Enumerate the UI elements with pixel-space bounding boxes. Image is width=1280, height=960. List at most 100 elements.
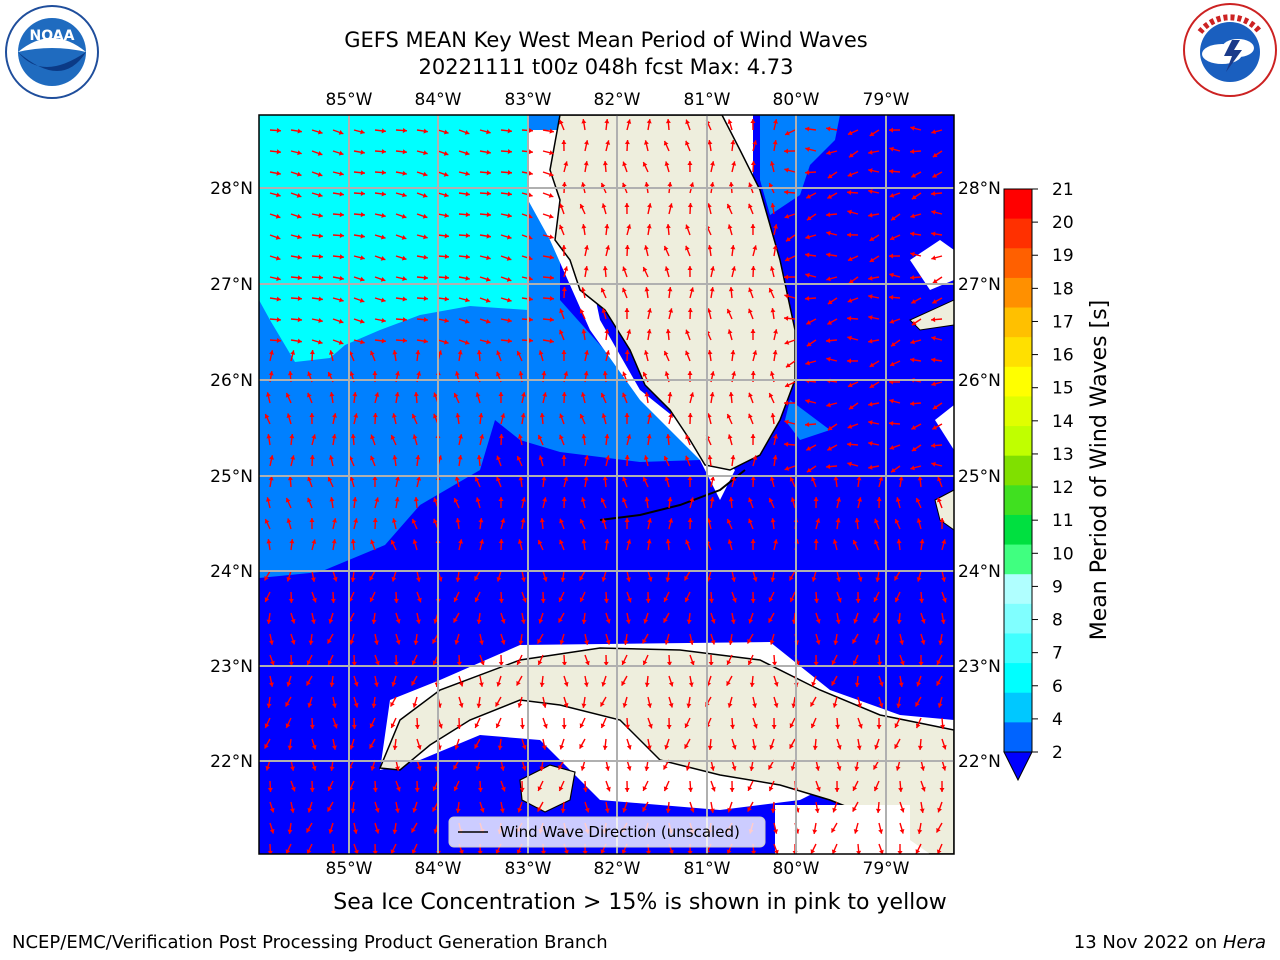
- wind-arrow: [805, 252, 817, 258]
- wind-arrow: [707, 350, 713, 362]
- wind-arrow: [751, 738, 757, 750]
- wind-arrow: [290, 150, 302, 156]
- wind-arrow: [284, 696, 292, 707]
- wind-arrow: [389, 696, 397, 707]
- wind-arrow: [353, 339, 365, 345]
- wind-arrow: [581, 434, 587, 446]
- wind-arrow: [930, 191, 943, 197]
- wind-arrow: [415, 349, 421, 362]
- wind-arrow: [805, 360, 817, 366]
- wind-arrow: [878, 696, 884, 708]
- map-legend: Wind Wave Direction (unscaled): [448, 816, 766, 848]
- wind-arrow: [500, 633, 506, 645]
- wind-arrow: [847, 255, 859, 262]
- lat-label-left: 24°N: [210, 562, 253, 582]
- wind-arrow: [826, 252, 838, 258]
- wind-arrow: [626, 329, 632, 341]
- wind-arrow: [852, 539, 859, 551]
- wind-arrow: [269, 455, 274, 467]
- wind-arrow: [709, 392, 715, 404]
- wind-arrow: [896, 539, 902, 551]
- wind-arrow: [349, 633, 355, 645]
- wind-arrow: [520, 413, 526, 425]
- wind-arrow: [542, 192, 554, 198]
- wind-arrow: [416, 254, 428, 260]
- wind-arrow: [264, 591, 271, 603]
- wind-arrow: [310, 570, 316, 582]
- wind-arrow: [848, 276, 859, 284]
- wind-arrow: [897, 843, 903, 854]
- colorbar-segment: [1004, 663, 1032, 694]
- wind-arrow: [790, 497, 796, 509]
- wind-arrow: [267, 843, 273, 854]
- wind-arrow: [563, 675, 569, 687]
- wind-arrow: [560, 570, 566, 582]
- lon-label-top: 84°W: [415, 90, 462, 110]
- wind-arrow: [941, 539, 947, 551]
- wind-arrow: [579, 738, 586, 749]
- wind-arrow: [731, 570, 736, 582]
- wind-arrow: [311, 591, 317, 603]
- wind-arrow: [868, 149, 880, 155]
- wind-arrow: [521, 392, 526, 404]
- wind-arrow: [626, 119, 632, 131]
- lon-label-bottom: 80°W: [773, 859, 820, 879]
- wind-arrow: [668, 308, 674, 320]
- wind-arrow: [494, 696, 502, 707]
- colorbar-segment: [1004, 544, 1032, 575]
- wind-arrow: [783, 189, 796, 195]
- wind-arrow: [624, 202, 630, 215]
- wind-arrow: [517, 539, 523, 551]
- wind-arrow: [730, 612, 736, 624]
- colorbar-tick: 12: [1052, 478, 1074, 498]
- wind-arrow: [542, 275, 555, 281]
- wind-arrow: [784, 381, 796, 388]
- wind-arrow: [479, 149, 491, 155]
- wind-arrow: [805, 192, 817, 199]
- wind-arrow: [770, 570, 776, 582]
- wind-arrow: [349, 476, 355, 488]
- wind-arrow: [689, 654, 695, 666]
- wind-arrow: [332, 254, 345, 260]
- wind-arrow: [374, 276, 386, 282]
- wind-arrow: [309, 412, 315, 425]
- wind-arrow: [750, 118, 756, 131]
- wind-arrow: [868, 315, 880, 321]
- wind-arrow: [810, 843, 817, 854]
- branch-credit: NCEP/EMC/Verification Post Processing Pr…: [12, 932, 608, 953]
- wind-arrow: [285, 843, 292, 854]
- wind-arrow: [668, 413, 674, 425]
- machine-name: Hera: [1222, 932, 1266, 953]
- wind-arrow: [561, 139, 567, 152]
- wind-arrow: [785, 360, 796, 368]
- colorbar-segment: [1004, 722, 1032, 753]
- wind-arrow: [664, 266, 670, 278]
- wind-arrow: [539, 675, 545, 688]
- wind-arrow: [332, 717, 338, 729]
- wind-arrow: [931, 335, 943, 341]
- wind-arrow: [479, 212, 492, 218]
- wind-arrow: [329, 392, 335, 404]
- wind-arrow: [910, 297, 922, 304]
- wind-arrow: [749, 675, 755, 688]
- wind-arrow: [372, 780, 378, 793]
- wind-arrow: [309, 517, 315, 530]
- wind-arrow: [748, 287, 754, 299]
- wind-arrow: [538, 455, 544, 467]
- wind-arrow: [783, 148, 796, 154]
- wind-arrow: [668, 203, 674, 215]
- wind-arrow: [558, 780, 565, 792]
- wind-arrow: [624, 412, 630, 425]
- sea-ice-note: Sea Ice Concentration > 15% is shown in …: [333, 890, 947, 915]
- wind-arrow: [454, 633, 460, 645]
- wind-arrow: [605, 780, 611, 792]
- wind-arrow: [475, 392, 481, 404]
- wind-arrow: [663, 591, 670, 603]
- wind-arrow: [479, 190, 492, 196]
- wind-arrow: [332, 297, 344, 303]
- wind-arrow: [936, 675, 943, 686]
- wind-arrow: [668, 675, 674, 687]
- wind-arrow: [416, 338, 428, 344]
- wind-arrow: [748, 308, 754, 320]
- wind-arrow: [706, 413, 712, 425]
